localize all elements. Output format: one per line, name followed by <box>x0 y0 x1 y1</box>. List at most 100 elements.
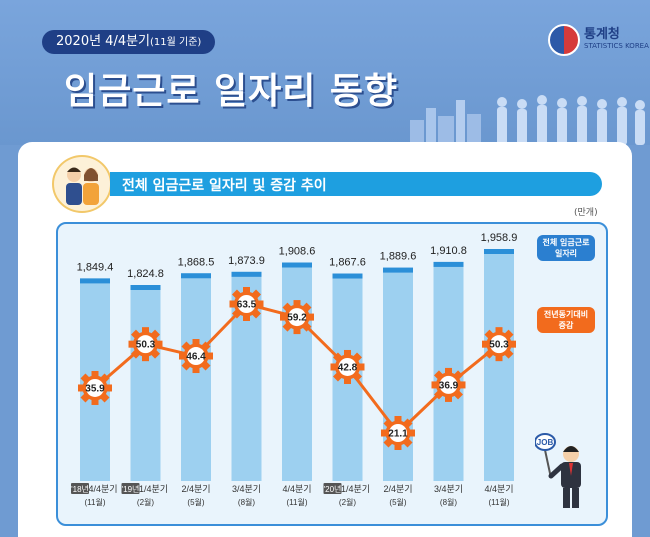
gear-tooth <box>142 327 149 336</box>
logo-english-text: STATISTICS KOREA <box>584 42 649 50</box>
bar-cap <box>383 267 413 273</box>
gear-tooth <box>91 370 99 379</box>
category-label: 4/4분기 <box>484 484 513 494</box>
gear-tooth <box>394 442 402 450</box>
rate-value-label: 59.2 <box>287 313 307 324</box>
gear-center <box>237 295 256 313</box>
legend-rate-label: 전년동기대비 증감 <box>537 307 595 333</box>
bar-cap <box>231 271 262 277</box>
bar-value-label: 1,824.8 <box>127 268 164 280</box>
bar-value-label: 1,868.5 <box>178 256 215 268</box>
period-note: (11월 기준) <box>150 37 202 48</box>
bar-cap <box>484 249 514 254</box>
gear-tooth <box>243 287 250 295</box>
jobs-chart: 1,849.4'18년 4/4분기(11월)1,824.8'19년 1/4분기(2월… <box>71 232 518 507</box>
job-sign-man-illustration: JOB <box>535 433 581 508</box>
bar-value-label: 1,873.9 <box>228 255 265 267</box>
category-month-label: (2월) <box>339 497 356 507</box>
year-tag: '20년 <box>324 484 342 494</box>
category-month-label: (5월) <box>187 497 204 507</box>
gear-tooth <box>293 326 301 335</box>
gear-tooth <box>445 393 452 402</box>
bar <box>130 285 161 481</box>
gear-tooth <box>394 416 402 424</box>
gear-center <box>490 335 508 354</box>
year-tag: '18년 <box>71 484 89 494</box>
category-month-label: (11월) <box>489 497 510 507</box>
rate-point: 21.1 <box>381 416 415 450</box>
rate-point: 59.2 <box>280 300 314 335</box>
gear-center <box>86 378 104 397</box>
category-label: 2/4분기 <box>181 484 210 494</box>
rate-value-label: 46.4 <box>186 352 206 363</box>
period-text: 2020년 4/4분기 <box>56 34 151 49</box>
category-label: 2/4분기 <box>383 484 412 494</box>
gear-tooth <box>344 349 351 358</box>
category-month-label: (11월) <box>287 497 308 507</box>
rate-value-label: 21.1 <box>388 429 408 440</box>
category-month-label: (8월) <box>238 497 255 507</box>
category-month-label: (11월) <box>85 497 106 507</box>
rate-point: 50.3 <box>128 327 163 362</box>
rate-value-label: 36.9 <box>439 380 459 391</box>
section-title: 전체 임금근로 일자리 및 증감 추이 <box>122 178 327 194</box>
skyline-illustration <box>410 95 645 145</box>
bar-cap <box>433 261 464 267</box>
taegeuk-logo-icon <box>548 24 580 56</box>
rate-point: 35.9 <box>78 370 112 405</box>
gear-tooth <box>243 313 250 321</box>
bar-cap <box>332 273 363 279</box>
bar-value-label: 1,867.6 <box>329 257 366 269</box>
gear-center <box>187 347 205 366</box>
gear-tooth <box>445 367 452 376</box>
gear-tooth <box>91 396 99 405</box>
rate-value-label: 42.8 <box>338 362 358 373</box>
bar-value-label: 1,910.8 <box>430 245 467 257</box>
gear-center <box>338 357 357 376</box>
bar-cap <box>181 273 211 279</box>
category-label: 4/4분기 <box>88 484 117 494</box>
rate-point: 42.8 <box>330 349 365 384</box>
year-tag-box <box>71 483 89 494</box>
category-label: 3/4분기 <box>232 484 261 494</box>
chart-frame: 1,849.4'18년 4/4분기 (11월) 1,824.8'19년 1/4분기 (2월… <box>56 222 608 526</box>
page-title: 임금근로 일자리 동향 <box>64 71 399 112</box>
legend-bar-label: 전체 임금근로 일자리 <box>537 235 595 261</box>
bar-value-label: 1,849.4 <box>77 261 114 273</box>
year-tag-box <box>323 483 342 494</box>
gear-center <box>288 308 306 327</box>
category-month-label: (8월) <box>440 497 457 507</box>
gear-tooth <box>344 375 351 384</box>
rate-point: 63.5 <box>229 287 264 321</box>
rate-point: 36.9 <box>431 367 466 402</box>
gear-center <box>389 424 407 442</box>
logo-korean-text: 통계청 <box>584 27 620 42</box>
bar-value-label: 1,958.9 <box>481 232 518 244</box>
rate-value-label: 50.3 <box>489 340 509 351</box>
bar-value-label: 1,908.6 <box>279 246 316 258</box>
bar-value-label: 1,889.6 <box>380 251 417 263</box>
gear-tooth <box>142 353 149 362</box>
gear-tooth <box>192 339 200 348</box>
year-tag-box <box>121 483 140 494</box>
rate-point: 50.3 <box>482 327 516 362</box>
bar <box>181 273 211 481</box>
gear-tooth <box>293 300 301 309</box>
category-label: 3/4분기 <box>434 484 463 494</box>
bar <box>484 249 514 481</box>
section-header-bar <box>110 172 602 196</box>
category-label: 1/4분기 <box>341 484 370 494</box>
gear-tooth <box>192 365 200 374</box>
category-label: 1/4분기 <box>139 484 168 494</box>
rate-value-label: 50.3 <box>136 340 156 351</box>
category-month-label: (2월) <box>137 497 154 507</box>
category-month-label: (5월) <box>389 497 406 507</box>
rate-value-label: 63.5 <box>237 300 257 311</box>
workers-icon <box>52 155 112 213</box>
period-badge: 2020년 4/4분기(11월 기준) <box>42 30 216 54</box>
unit-label: (만개) <box>574 208 598 218</box>
gear-tooth <box>495 353 503 362</box>
rate-value-label: 35.9 <box>85 383 105 394</box>
job-sign-text: JOB <box>537 438 554 447</box>
bar-cap <box>80 278 110 284</box>
